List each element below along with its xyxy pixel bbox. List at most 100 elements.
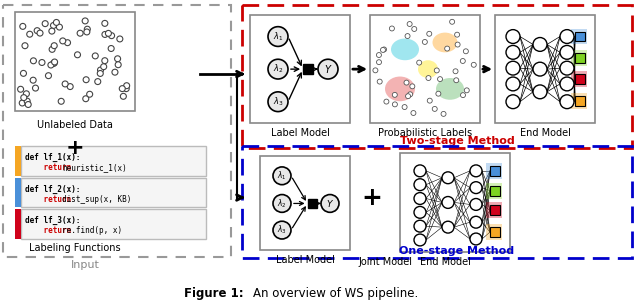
- Circle shape: [392, 102, 397, 107]
- FancyBboxPatch shape: [486, 224, 502, 240]
- Circle shape: [27, 31, 33, 37]
- Circle shape: [51, 61, 56, 66]
- Circle shape: [74, 52, 81, 58]
- Circle shape: [470, 182, 482, 194]
- FancyBboxPatch shape: [490, 186, 500, 195]
- Circle shape: [406, 94, 411, 99]
- Circle shape: [22, 43, 28, 49]
- Circle shape: [18, 86, 24, 92]
- Text: Input: Input: [70, 260, 99, 270]
- Text: Two-stage Method: Two-stage Method: [399, 136, 515, 146]
- Circle shape: [51, 22, 56, 28]
- Circle shape: [432, 106, 437, 112]
- Text: $\lambda_2$: $\lambda_2$: [273, 63, 284, 75]
- Circle shape: [407, 22, 412, 26]
- Circle shape: [414, 206, 426, 218]
- FancyBboxPatch shape: [571, 71, 587, 87]
- FancyBboxPatch shape: [486, 202, 502, 218]
- Circle shape: [30, 77, 36, 83]
- Circle shape: [65, 40, 70, 46]
- Circle shape: [533, 62, 547, 76]
- Circle shape: [77, 30, 83, 36]
- Circle shape: [417, 60, 422, 65]
- Circle shape: [31, 58, 36, 64]
- Ellipse shape: [418, 60, 438, 78]
- Circle shape: [381, 47, 387, 52]
- Circle shape: [56, 24, 63, 30]
- Text: End Model: End Model: [420, 257, 470, 267]
- Ellipse shape: [385, 77, 415, 101]
- FancyBboxPatch shape: [575, 74, 585, 84]
- Text: Unlabeled Data: Unlabeled Data: [37, 121, 113, 131]
- Circle shape: [426, 75, 431, 81]
- Circle shape: [34, 28, 40, 34]
- Circle shape: [373, 68, 378, 73]
- Circle shape: [428, 98, 432, 103]
- Circle shape: [24, 98, 30, 104]
- Circle shape: [97, 71, 103, 76]
- Circle shape: [376, 60, 381, 65]
- FancyBboxPatch shape: [400, 153, 510, 252]
- Circle shape: [427, 31, 432, 36]
- Circle shape: [273, 195, 291, 212]
- Circle shape: [45, 73, 51, 79]
- Circle shape: [83, 96, 89, 102]
- Circle shape: [455, 42, 460, 47]
- Circle shape: [95, 78, 100, 85]
- Text: Label Model: Label Model: [271, 128, 330, 138]
- Text: Probabilistic Labels: Probabilistic Labels: [378, 128, 472, 138]
- Circle shape: [392, 92, 397, 97]
- Circle shape: [460, 58, 465, 63]
- FancyBboxPatch shape: [575, 96, 585, 106]
- Circle shape: [60, 38, 66, 44]
- Circle shape: [84, 29, 90, 35]
- Ellipse shape: [433, 33, 458, 52]
- Circle shape: [51, 43, 57, 49]
- Circle shape: [84, 26, 90, 32]
- Circle shape: [438, 77, 442, 82]
- FancyBboxPatch shape: [486, 183, 502, 198]
- Bar: [303, 64, 313, 74]
- Circle shape: [442, 172, 454, 184]
- Circle shape: [37, 30, 43, 36]
- Circle shape: [464, 88, 469, 93]
- Circle shape: [48, 62, 54, 68]
- Circle shape: [414, 234, 426, 246]
- Circle shape: [102, 32, 108, 37]
- Circle shape: [435, 68, 439, 73]
- FancyBboxPatch shape: [15, 12, 135, 111]
- Circle shape: [408, 92, 413, 97]
- Text: Joint Model: Joint Model: [358, 257, 412, 267]
- Circle shape: [20, 23, 26, 29]
- Circle shape: [410, 84, 415, 89]
- Circle shape: [117, 36, 123, 42]
- FancyBboxPatch shape: [21, 209, 206, 239]
- Text: def lf_3(x):: def lf_3(x):: [25, 216, 81, 225]
- Circle shape: [42, 21, 48, 27]
- Circle shape: [450, 19, 454, 24]
- Circle shape: [109, 33, 115, 38]
- Circle shape: [380, 48, 385, 52]
- Circle shape: [422, 39, 428, 45]
- Circle shape: [506, 61, 520, 75]
- Text: $\lambda_3$: $\lambda_3$: [277, 224, 287, 236]
- Text: def lf_1(x):: def lf_1(x):: [25, 153, 81, 162]
- Circle shape: [414, 165, 426, 177]
- Circle shape: [411, 111, 416, 115]
- FancyBboxPatch shape: [15, 178, 21, 207]
- Circle shape: [25, 102, 31, 108]
- Circle shape: [560, 95, 574, 109]
- Text: Label Model: Label Model: [276, 255, 335, 265]
- Circle shape: [100, 64, 107, 70]
- Text: Labeling Functions: Labeling Functions: [29, 243, 121, 253]
- Text: $Y$: $Y$: [324, 63, 332, 75]
- Circle shape: [97, 67, 104, 73]
- Circle shape: [412, 27, 417, 32]
- Circle shape: [404, 80, 409, 85]
- Circle shape: [506, 30, 520, 43]
- Circle shape: [560, 45, 574, 59]
- Text: re.find(p, x): re.find(p, x): [62, 226, 122, 235]
- Circle shape: [115, 56, 120, 62]
- Circle shape: [92, 53, 99, 59]
- Circle shape: [102, 20, 108, 26]
